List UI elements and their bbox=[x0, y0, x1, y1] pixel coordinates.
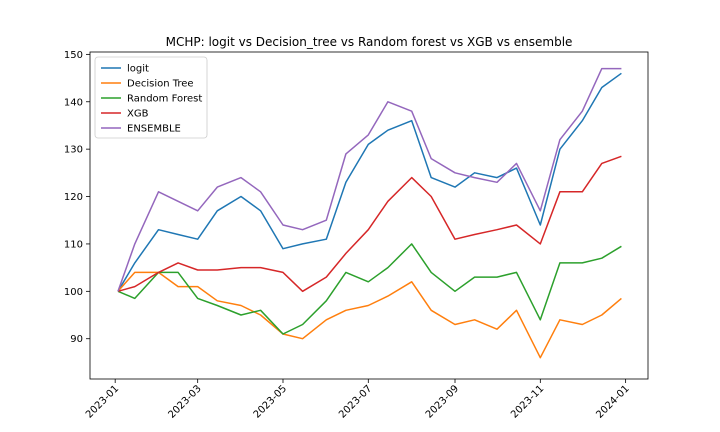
y-tick-label: 140 bbox=[64, 97, 83, 108]
y-axis: 90 100 110 120 130 140 150 bbox=[64, 50, 90, 345]
series-line-random-forest bbox=[117, 243, 622, 335]
y-tick-label: 110 bbox=[64, 239, 83, 250]
legend-box bbox=[94, 56, 208, 139]
series-line-ensemble bbox=[117, 67, 622, 292]
series-line-decision-tree bbox=[117, 271, 622, 359]
y-tick-label: 150 bbox=[64, 50, 83, 61]
y-tick-label: 120 bbox=[64, 192, 83, 203]
legend-label-xgb: XGB bbox=[127, 109, 149, 120]
legend-label-logit: logit bbox=[127, 64, 149, 75]
y-tick-label: 100 bbox=[64, 287, 83, 298]
legend-label-random-forest: Random Forest bbox=[127, 94, 202, 105]
chart-title: MCHP: logit vs Decision_tree vs Random f… bbox=[166, 35, 573, 49]
legend: logit Decision Tree Random Forest XGB ENSEMB… bbox=[94, 56, 208, 139]
legend-label-decision-tree: Decision Tree bbox=[127, 79, 194, 90]
series-line-logit bbox=[117, 72, 622, 292]
legend-label-ensemble: ENSEMBLE bbox=[127, 124, 181, 135]
series-layer bbox=[117, 67, 622, 359]
y-tick-label: 130 bbox=[64, 145, 83, 156]
series-line-xgb bbox=[117, 155, 622, 293]
y-tick-label: 90 bbox=[70, 334, 83, 345]
plot-area bbox=[89, 51, 649, 380]
